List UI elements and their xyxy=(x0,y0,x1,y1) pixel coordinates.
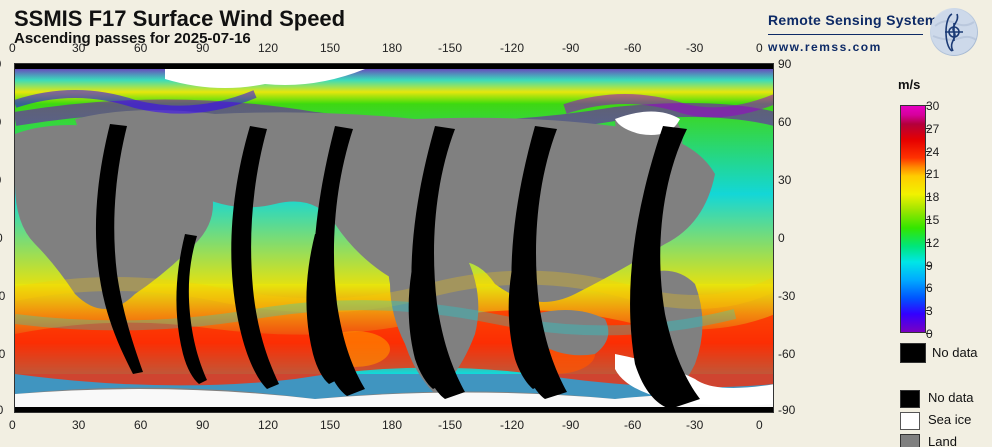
legend-no-data-swatch xyxy=(900,390,920,408)
globe-icon xyxy=(930,8,978,56)
colorbar-unit-label: m/s xyxy=(898,77,920,92)
wind-speed-map-page: SSMIS F17 Surface Wind Speed Ascending p… xyxy=(0,0,992,447)
map-top-border xyxy=(15,64,774,69)
logo-org-name: Remote Sensing Systems xyxy=(768,12,946,28)
legend-sea-ice-text: Sea ice xyxy=(928,412,971,427)
logo-divider xyxy=(768,34,923,35)
no-data-swatch xyxy=(900,343,926,363)
page-title: SSMIS F17 Surface Wind Speed xyxy=(14,6,345,32)
legend-no-data-text: No data xyxy=(928,390,974,405)
remss-logo: Remote Sensing Systems www.remss.com xyxy=(768,10,978,60)
wind-speed-map[interactable]: 0 30 60 90 120 150 180 -150 -120 -90 -60… xyxy=(14,63,774,413)
page-subtitle: Ascending passes for 2025-07-16 xyxy=(14,30,251,47)
colorbar-gradient[interactable] xyxy=(900,105,926,333)
no-data-legend-label: No data xyxy=(932,345,978,360)
colorbar[interactable]: m/s 30 27 24 21 18 15 12 9 6 3 0 No data… xyxy=(900,95,990,395)
legend-sea-ice-swatch xyxy=(900,412,920,430)
map-canvas[interactable] xyxy=(14,63,774,413)
legend-land-text: Land xyxy=(928,434,957,447)
map-bottom-border xyxy=(15,407,774,412)
logo-url-text: www.remss.com xyxy=(768,40,882,54)
legend-land-swatch xyxy=(900,434,920,447)
